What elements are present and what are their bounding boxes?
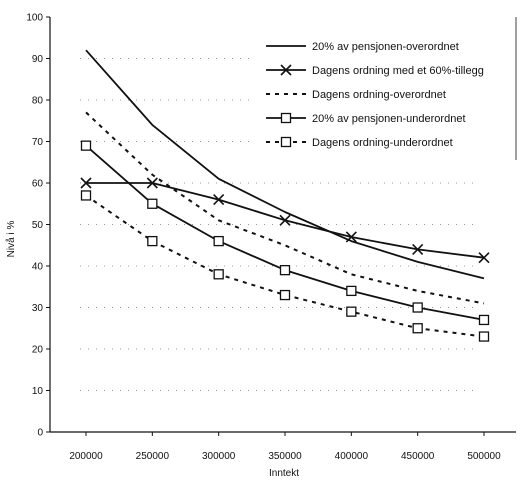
data-point-x-marker (345, 231, 357, 243)
series-2 (85, 111, 485, 305)
data-point-square-marker (213, 269, 224, 280)
x-tick-label: 400000 (335, 451, 369, 462)
data-point-square-marker (280, 112, 292, 124)
y-tick-label: 10 (32, 386, 44, 397)
x-tick-label: 500000 (467, 451, 501, 462)
series-0 (85, 49, 485, 280)
legend-entry: 20% av pensjonen-underordnet (266, 112, 466, 125)
y-tick-label: 100 (26, 13, 43, 24)
data-point-square-marker (279, 289, 291, 301)
data-point-x-marker (478, 252, 490, 264)
legend-label: Dagens ordning med et 60%-tillegg (312, 65, 484, 77)
data-point-square-marker (346, 285, 357, 297)
data-point-square-marker (147, 235, 158, 247)
legend-label: Dagens ordning-underordnet (312, 137, 453, 149)
legend-label: 20% av pensjonen-overordnet (312, 41, 459, 53)
x-tick-label: 350000 (268, 451, 302, 462)
data-point-square-marker (412, 302, 423, 313)
y-tick-label: 90 (32, 54, 44, 65)
series-4 (80, 190, 490, 342)
legend-entry: Dagens ordning med et 60%-tillegg (266, 64, 484, 77)
axes: Nivå i % Inntekt (5, 17, 516, 479)
data-point-square-marker (80, 190, 92, 201)
y-tick-label: 50 (32, 220, 44, 231)
x-tick-label: 450000 (401, 451, 435, 462)
plot-series (80, 49, 490, 342)
series-1 (80, 177, 490, 264)
x-tick-label: 200000 (69, 451, 103, 462)
y-tick-label: 20 (32, 345, 44, 356)
legend-entry: Dagens ordning-underordnet (266, 136, 453, 149)
y-tick-label: 70 (32, 137, 44, 148)
data-point-square-marker (346, 306, 357, 317)
data-point-square-marker (147, 198, 158, 209)
data-point-x-marker (279, 214, 291, 226)
series-3 (80, 140, 490, 326)
y-tick-label: 30 (32, 303, 44, 314)
y-tick-label: 0 (37, 428, 43, 439)
data-point-square-marker (213, 235, 224, 247)
series-line (85, 111, 485, 305)
data-point-x-marker (80, 177, 92, 189)
legend-entry: 20% av pensjonen-overordnet (266, 41, 459, 53)
legend-label: 20% av pensjonen-underordnet (312, 113, 466, 125)
legend-entry: Dagens ordning-overordnet (266, 89, 446, 101)
data-point-x-marker (213, 194, 225, 206)
data-point-square-marker (478, 314, 490, 326)
data-point-square-marker (279, 264, 291, 276)
x-tick-label: 250000 (136, 451, 170, 462)
series-line (85, 49, 485, 280)
y-tick-label: 40 (32, 262, 44, 273)
data-point-x-marker (146, 177, 158, 189)
data-point-x-marker (412, 243, 424, 255)
data-point-square-marker (478, 331, 490, 342)
legend-label: Dagens ordning-overordnet (312, 89, 446, 101)
tick-labels: 0 10 20 30 40 50 60 70 80 90 100 200000 250000 300000… (26, 13, 501, 463)
data-point-x-marker (280, 64, 292, 76)
data-point-square-marker (280, 136, 292, 148)
x-tick-label: 300000 (202, 451, 236, 462)
data-point-square-marker (412, 323, 423, 334)
data-point-square-marker (80, 140, 92, 151)
y-tick-label: 60 (32, 179, 44, 190)
legend: 20% av pensjonen-overordnet Dagens ordnin… (254, 17, 517, 160)
y-tick-label: 80 (32, 96, 44, 107)
y-axis-title: Nivå i % (5, 221, 17, 258)
x-axis-title: Inntekt (269, 468, 299, 479)
